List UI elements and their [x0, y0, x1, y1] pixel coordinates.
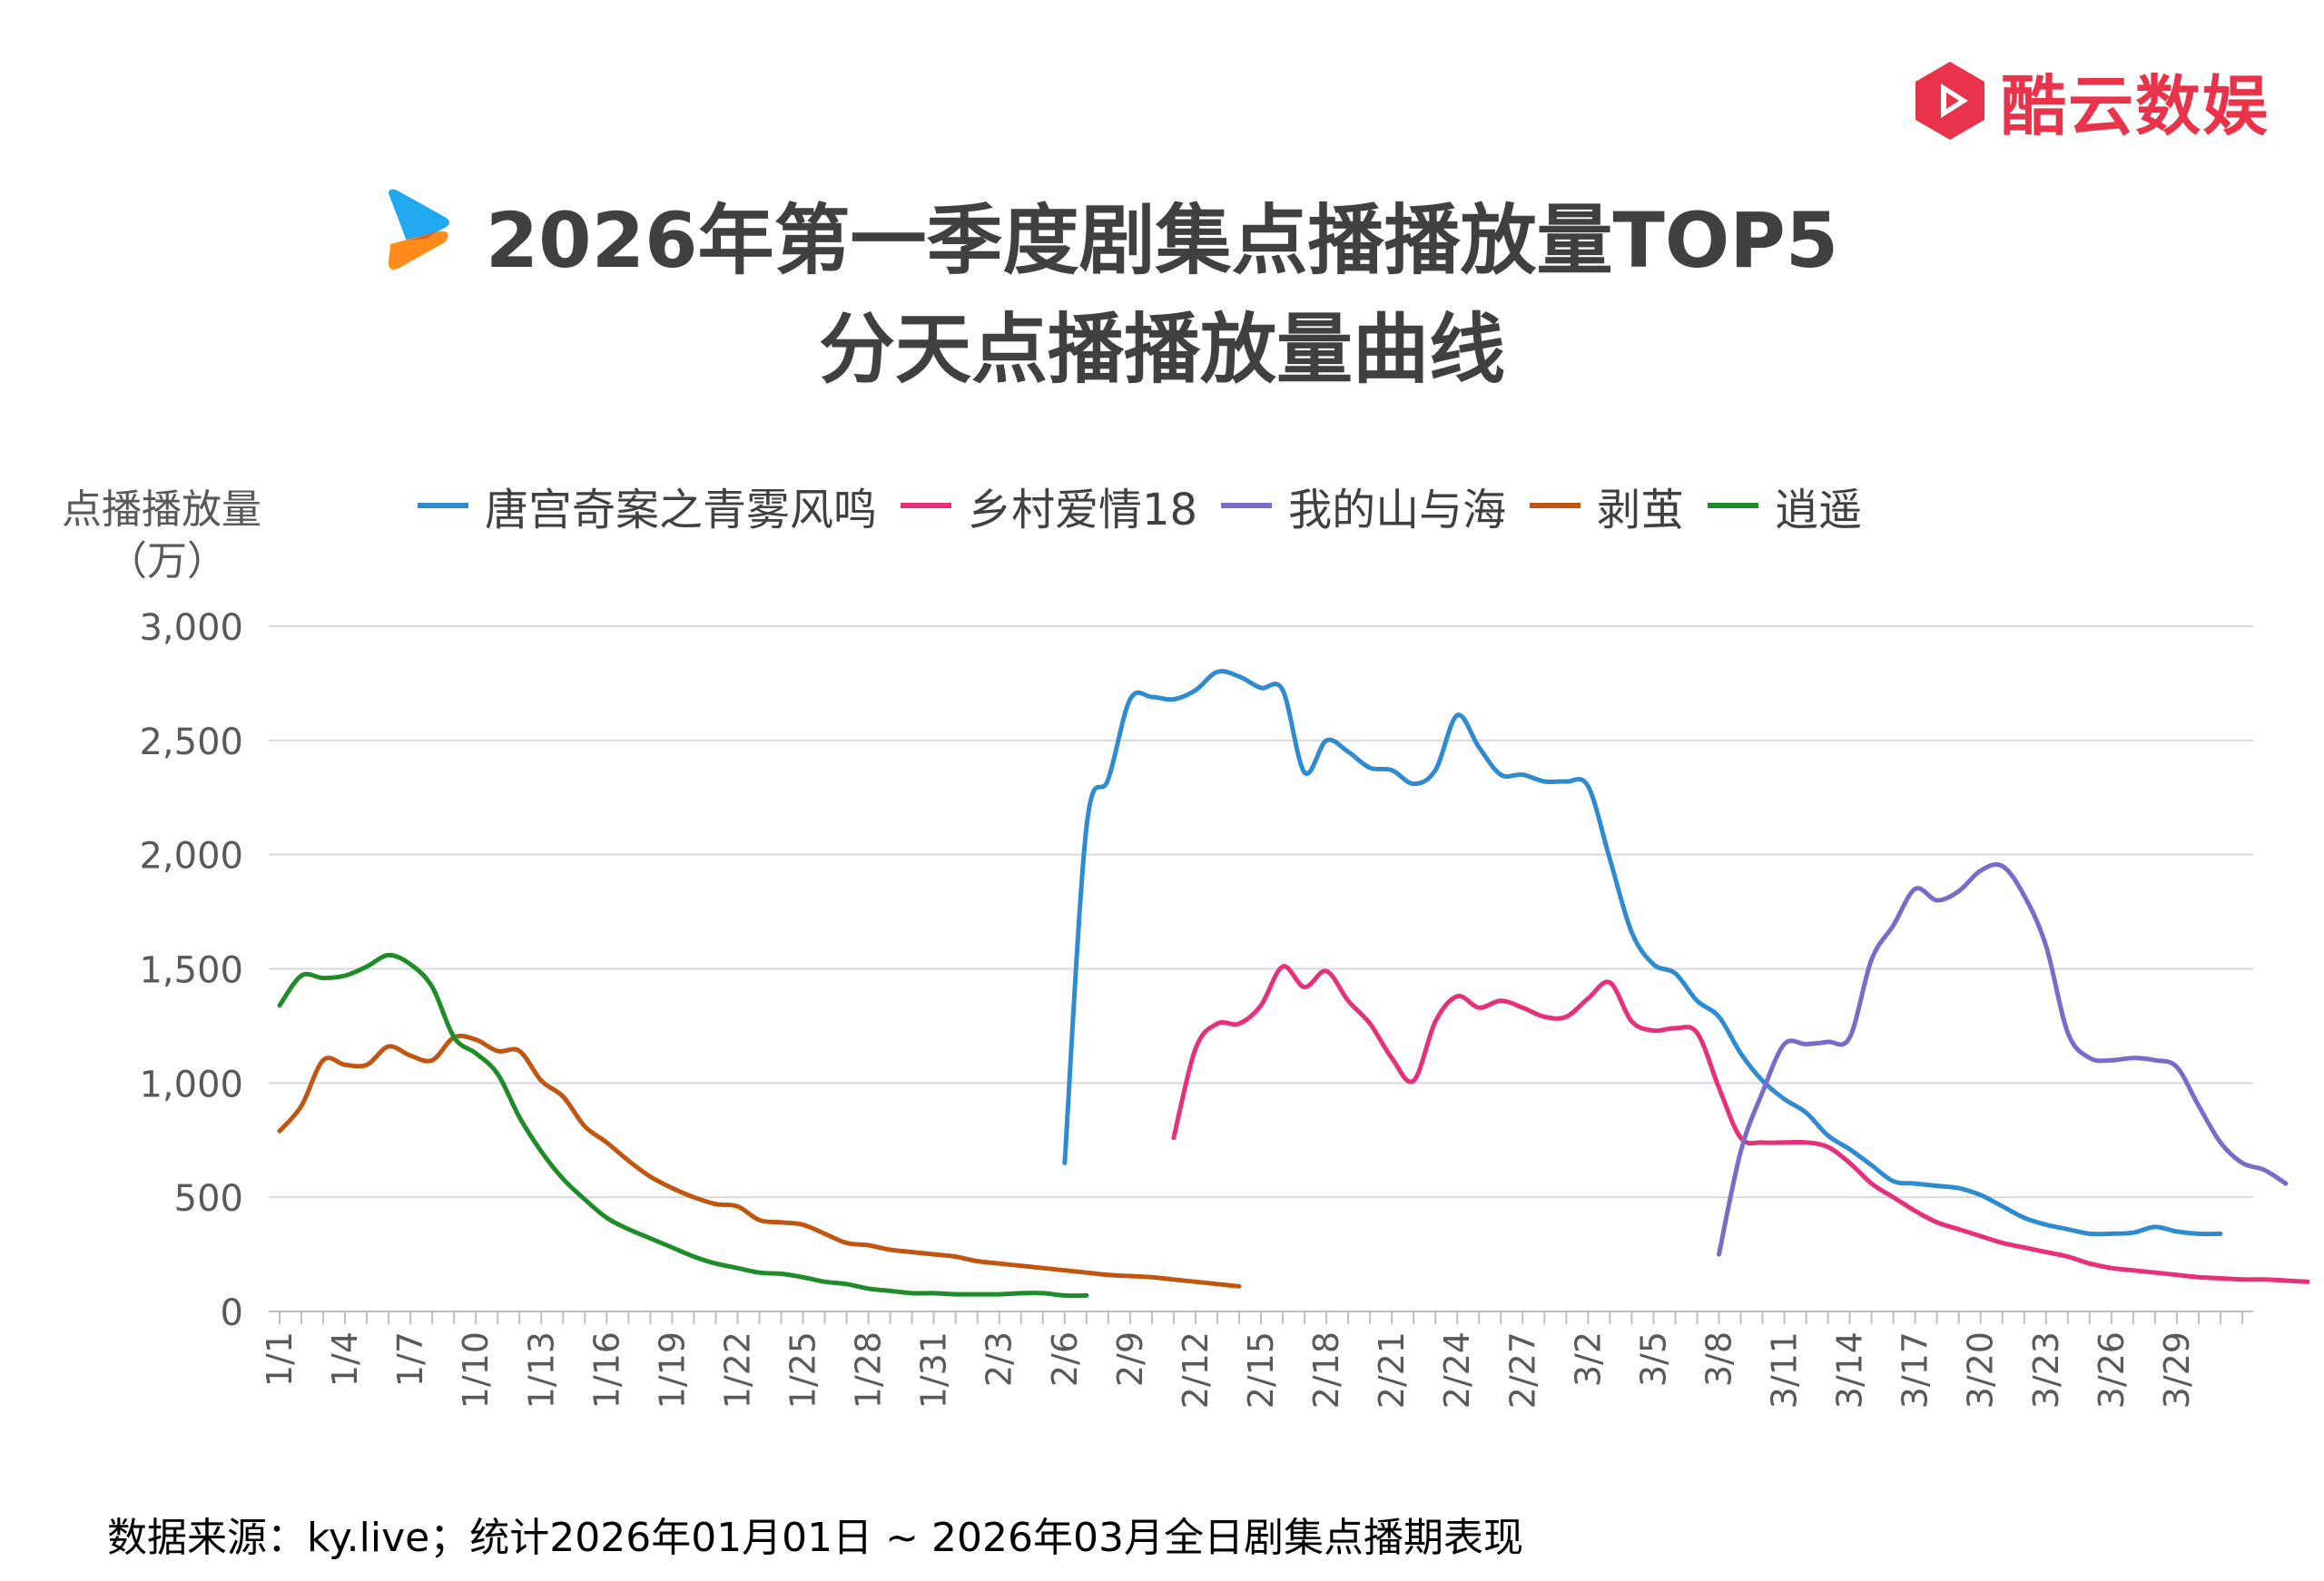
y-tick-label: 1,500 — [139, 950, 243, 992]
series-line — [1171, 964, 2310, 1284]
legend-item: 乡村爱情18 — [901, 474, 1197, 537]
x-tick-label: 3/11 — [1765, 1331, 1805, 1409]
x-tick-label: 1/13 — [521, 1331, 561, 1409]
x-tick-label: 2/24 — [1437, 1331, 1477, 1409]
x-tick-label: 3/5 — [1633, 1331, 1673, 1387]
title-line-2: 分天点播播放量曲线 — [818, 305, 1505, 394]
x-tick-label: 2/6 — [1045, 1331, 1085, 1387]
x-tick-label: 1/22 — [717, 1331, 757, 1409]
legend-swatch — [1221, 503, 1273, 508]
x-tick-label: 1/31 — [914, 1331, 954, 1409]
legend-swatch — [1530, 503, 1581, 508]
legend-label: 剥茧 — [1597, 485, 1685, 535]
legend-item: 逍遥 — [1708, 474, 1862, 537]
play-arrow-icon — [389, 189, 449, 270]
x-tick-label: 2/9 — [1110, 1331, 1150, 1387]
x-tick-label: 3/20 — [1961, 1331, 2001, 1409]
series-line — [277, 1033, 1242, 1289]
x-tick-label: 1/16 — [586, 1331, 626, 1409]
x-tick-label: 3/17 — [1896, 1331, 1935, 1409]
x-tick-label: 1/10 — [456, 1331, 496, 1409]
x-tick-label: 3/14 — [1830, 1331, 1870, 1409]
x-tick-label: 1/1 — [260, 1331, 300, 1387]
x-tick-label: 3/26 — [2092, 1331, 2132, 1409]
series-line — [1062, 669, 2223, 1237]
series-line — [277, 952, 1089, 1299]
x-tick-label: 1/28 — [849, 1331, 889, 1409]
legend-item: 我的山与海 — [1221, 474, 1506, 537]
chart-title: 2026年第一季度剧集点播播放量TOP5 分天点播播放量曲线 — [0, 186, 2324, 404]
x-tick-label: 1/7 — [390, 1331, 430, 1387]
y-axis-unit: （万） — [107, 538, 227, 584]
brand-name: 酷云数娱 — [2000, 68, 2270, 144]
x-tick-label: 1/4 — [325, 1331, 365, 1387]
title-line-1: 2026年第一季度剧集点播播放量TOP5 — [485, 196, 1839, 285]
legend-label: 我的山与海 — [1288, 485, 1507, 535]
x-tick-label: 2/3 — [980, 1331, 1019, 1387]
legend-label: 唐宫奇案之青雾风鸣 — [485, 485, 878, 535]
y-tick-label: 500 — [174, 1178, 243, 1220]
legend-swatch — [1708, 503, 1759, 508]
x-tick-label: 2/15 — [1241, 1331, 1281, 1409]
x-tick-label: 1/25 — [783, 1331, 823, 1409]
legend-item: 唐宫奇案之青雾风鸣 — [418, 474, 877, 537]
legend-swatch — [901, 503, 952, 508]
y-tick-label: 2,000 — [139, 836, 243, 878]
legend-swatch — [418, 503, 468, 508]
series-line — [1717, 861, 2289, 1257]
chart-legend: 唐宫奇案之青雾风鸣 乡村爱情18 我的山与海 剥茧 逍遥 — [418, 474, 1886, 537]
y-axis-label: 点播播放量 — [62, 486, 261, 533]
x-tick-label: 2/27 — [1502, 1331, 1542, 1409]
brand-play-icon — [1915, 61, 1984, 140]
y-tick-label: 3,000 — [139, 607, 243, 649]
legend-label: 乡村爱情18 — [968, 485, 1198, 535]
y-tick-label: 0 — [221, 1292, 243, 1334]
x-tick-label: 2/18 — [1306, 1331, 1346, 1409]
x-tick-label: 3/29 — [2157, 1331, 2197, 1409]
legend-item: 剥茧 — [1530, 474, 1684, 537]
data-source-note: 数据来源：ky.live；统计2026年01月01日 ~ 2026年03月全日剧… — [107, 1515, 1523, 1561]
x-tick-label: 2/21 — [1372, 1331, 1412, 1409]
y-tick-label: 1,000 — [139, 1064, 243, 1105]
y-tick-label: 2,500 — [139, 722, 243, 763]
legend-label: 逍遥 — [1775, 485, 1863, 535]
x-tick-label: 1/19 — [652, 1331, 692, 1409]
x-tick-label: 2/12 — [1176, 1331, 1216, 1409]
x-tick-label: 3/23 — [2026, 1331, 2066, 1409]
x-tick-label: 3/2 — [1568, 1331, 1608, 1387]
brand-logo: 酷云数娱 — [1912, 53, 2270, 148]
x-tick-label: 3/8 — [1699, 1331, 1738, 1387]
